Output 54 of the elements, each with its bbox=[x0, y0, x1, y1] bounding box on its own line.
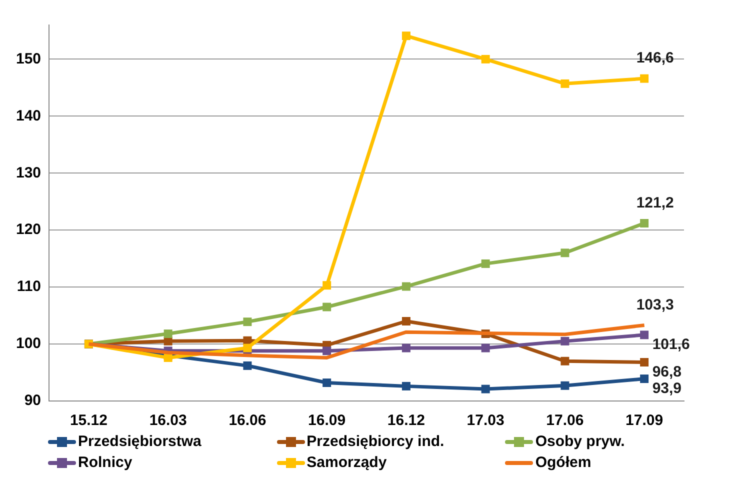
point bbox=[560, 248, 570, 258]
point bbox=[481, 259, 490, 268]
x-tick-label: 16.03 bbox=[149, 412, 187, 430]
legend-label: Samorządy bbox=[306, 454, 387, 471]
legend-label: Przedsiębiorcy ind. bbox=[306, 433, 444, 450]
point bbox=[243, 344, 252, 352]
point bbox=[322, 346, 332, 356]
legend-label: Rolnicy bbox=[78, 454, 132, 471]
legend-label: Przedsiębiorstwa bbox=[78, 433, 202, 450]
point bbox=[402, 382, 410, 390]
y-tick-label: 110 bbox=[16, 278, 42, 296]
point bbox=[640, 74, 649, 83]
data-label: 96,8 bbox=[652, 363, 682, 380]
point bbox=[481, 54, 490, 64]
x-tick-label: 16.06 bbox=[228, 412, 266, 430]
y-tick-label: 100 bbox=[16, 335, 42, 352]
point bbox=[402, 317, 410, 326]
point bbox=[322, 281, 332, 290]
legend-label: Osoby pryw. bbox=[535, 433, 625, 450]
point bbox=[640, 330, 649, 340]
point bbox=[402, 282, 410, 291]
point bbox=[243, 318, 252, 326]
y-tick-label: 120 bbox=[16, 221, 42, 238]
y-tick-label: 150 bbox=[16, 50, 42, 68]
point bbox=[640, 219, 649, 228]
data-label: 103,3 bbox=[636, 296, 674, 314]
point bbox=[402, 32, 410, 40]
x-tick-label: 17.03 bbox=[466, 412, 504, 430]
point bbox=[560, 336, 570, 346]
y-tick-label: 130 bbox=[16, 164, 42, 182]
data-label: 93,9 bbox=[652, 380, 682, 397]
x-tick-label: 17.06 bbox=[546, 412, 584, 430]
x-tick-label: 16.09 bbox=[308, 412, 346, 430]
point bbox=[243, 361, 252, 370]
point bbox=[164, 330, 172, 338]
y-tick-label: 140 bbox=[16, 107, 42, 124]
data-label: 121,2 bbox=[636, 194, 674, 212]
legend-label: Ogółem bbox=[535, 454, 592, 471]
point bbox=[560, 356, 570, 366]
y-tick-label: 90 bbox=[24, 392, 42, 410]
point bbox=[560, 381, 570, 390]
point bbox=[322, 378, 332, 388]
data-label: 146,6 bbox=[636, 50, 674, 67]
point bbox=[481, 344, 490, 352]
point bbox=[322, 302, 332, 312]
x-tick-label: 17.09 bbox=[626, 412, 664, 430]
data-label: 101,6 bbox=[652, 336, 690, 354]
x-tick-label: 15.12 bbox=[70, 412, 108, 430]
x-tick-label: 16.12 bbox=[387, 412, 425, 430]
point bbox=[560, 79, 570, 88]
point bbox=[640, 374, 649, 384]
point bbox=[481, 384, 490, 394]
point bbox=[640, 358, 649, 367]
point bbox=[402, 344, 410, 352]
